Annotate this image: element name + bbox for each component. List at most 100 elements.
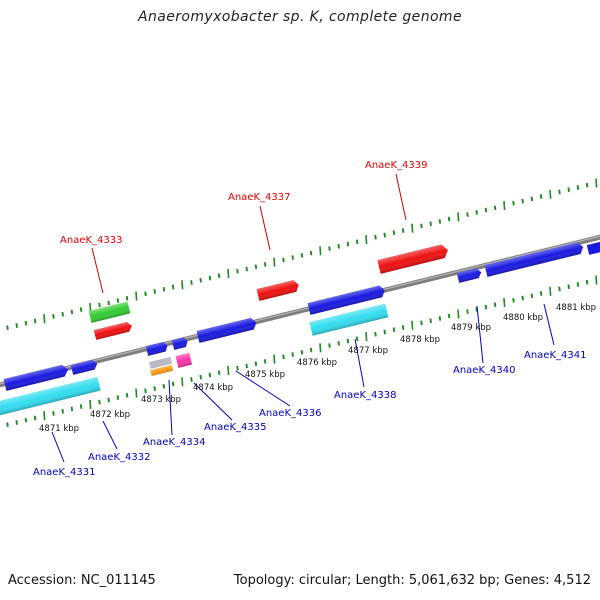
gene-anaek-4331-cyan[interactable] <box>0 376 101 416</box>
gene-anaek-4338-blue[interactable] <box>307 285 387 315</box>
ruler-tick <box>374 331 377 337</box>
ruler-tick <box>245 363 248 369</box>
gene-edge-right[interactable] <box>586 239 600 255</box>
ruler-tick <box>328 246 331 251</box>
ruler-tick <box>116 298 120 303</box>
ruler-tick <box>355 336 359 342</box>
ruler-tick <box>365 331 368 342</box>
ruler-tick <box>539 194 543 199</box>
gene-label-anaek-4335[interactable]: AnaeK_4335 <box>204 422 266 433</box>
ruler-tick <box>539 291 543 296</box>
ruler-tick <box>576 282 580 287</box>
kbp-label-4873: 4873 kbp <box>141 395 181 405</box>
ruler-tick <box>171 284 175 290</box>
ruler-tick <box>153 289 156 294</box>
gene-anaek-4337[interactable] <box>256 279 301 301</box>
ruler-tick <box>135 291 138 301</box>
gene-label-anaek-4340[interactable]: AnaeK_4340 <box>453 365 515 376</box>
ruler-tick <box>374 234 377 240</box>
ruler-tick <box>263 359 267 364</box>
gene-anaek-4334-grey[interactable] <box>149 356 173 369</box>
ruler-tick <box>282 257 285 263</box>
ruler-tick <box>236 365 239 371</box>
ruler-tick <box>457 309 460 319</box>
gene-anaek-4333-green[interactable] <box>88 301 131 323</box>
ruler-tick <box>217 273 221 279</box>
gene-anaek-4335[interactable] <box>171 337 189 350</box>
ruler-tick <box>493 302 497 308</box>
ruler-tick <box>337 243 340 249</box>
ruler-tick <box>273 354 276 364</box>
ruler-tick <box>512 297 515 303</box>
gene-anaek-4340[interactable] <box>456 267 483 283</box>
ruler-tick <box>420 223 423 229</box>
ruler-tick <box>346 241 350 247</box>
gene-label-anaek-4333[interactable]: AnaeK_4333 <box>60 235 122 246</box>
ruler-tick <box>52 314 55 319</box>
gene-anaek-4334[interactable] <box>145 341 169 356</box>
ruler-tick <box>429 221 432 227</box>
ruler-tick <box>392 327 396 333</box>
gene-anaek-4333-red[interactable] <box>93 321 133 340</box>
kbp-label-4875: 4875 kbp <box>245 370 285 380</box>
gene-label-anaek-4331[interactable]: AnaeK_4331 <box>33 467 95 478</box>
ruler-tick <box>89 399 92 409</box>
ruler-tick <box>171 381 175 387</box>
ruler-tick <box>300 349 304 355</box>
gene-anaek-4334-orange[interactable] <box>150 364 174 376</box>
ruler-tick <box>61 408 64 414</box>
gene-anaek-4338-cyan[interactable] <box>309 303 389 336</box>
ruler-tick <box>79 404 83 409</box>
ruler-tick <box>300 252 304 258</box>
ruler-tick <box>595 275 598 285</box>
kbp-label-4879: 4879 kbp <box>451 323 491 333</box>
ruler-tick <box>447 313 451 319</box>
gene-label-anaek-4334[interactable]: AnaeK_4334 <box>143 437 205 448</box>
ruler-tick <box>282 354 285 360</box>
gene-label-anaek-4336[interactable]: AnaeK_4336 <box>259 408 321 419</box>
gene-label-anaek-4337[interactable]: AnaeK_4337 <box>228 192 290 203</box>
ruler-tick <box>309 250 313 256</box>
gene-label-anaek-4338[interactable]: AnaeK_4338 <box>334 390 396 401</box>
genome-info-text: Topology: circular; Length: 5,061,632 bp… <box>233 573 591 588</box>
ruler-tick <box>144 388 147 394</box>
ruler-tick <box>457 212 460 222</box>
ruler-tick <box>475 307 478 312</box>
ruler-tick <box>79 307 83 312</box>
ruler-tick <box>383 329 386 335</box>
kbp-label-4878: 4878 kbp <box>400 335 440 345</box>
gene-anaek-4335-magenta[interactable] <box>175 352 193 368</box>
ruler-tick <box>208 275 212 281</box>
ruler-tick <box>162 286 166 292</box>
ruler-tick <box>484 207 488 213</box>
ruler-track-bottom <box>6 275 598 428</box>
gene-anaek-4331[interactable] <box>3 364 70 391</box>
ruler-tick <box>98 399 101 405</box>
gene-anaek-4341[interactable] <box>484 241 585 277</box>
ruler-tick <box>52 411 55 416</box>
ruler-tick <box>558 286 561 292</box>
genome-backbone-highlight <box>0 235 600 385</box>
ruler-tick <box>15 323 18 328</box>
gene-anaek-4339[interactable] <box>377 243 449 274</box>
label-leader-lines <box>51 173 555 463</box>
kbp-label-4881: 4881 kbp <box>556 303 596 313</box>
ruler-tick <box>447 216 451 222</box>
gene-anaek-4332[interactable] <box>70 359 99 375</box>
ruler-tick <box>70 309 74 315</box>
ruler-tick <box>107 300 110 306</box>
ruler-tick <box>125 392 129 398</box>
gene-features[interactable] <box>0 239 600 416</box>
gene-anaek-4336[interactable] <box>196 317 258 343</box>
accession-text: Accession: NC_011145 <box>8 573 156 588</box>
kbp-label-4874: 4874 kbp <box>193 383 233 393</box>
ruler-tick <box>217 370 221 376</box>
ruler-tick <box>355 239 359 245</box>
ruler-tick <box>484 304 488 310</box>
gene-label-anaek-4332[interactable]: AnaeK_4332 <box>88 452 150 463</box>
gene-label-anaek-4341[interactable]: AnaeK_4341 <box>524 350 586 361</box>
gene-label-anaek-4339[interactable]: AnaeK_4339 <box>365 160 427 171</box>
ruler-tick <box>466 212 469 217</box>
ruler-tick <box>291 255 294 260</box>
